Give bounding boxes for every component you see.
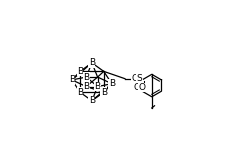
Text: B: B — [83, 73, 89, 82]
Text: B: B — [83, 82, 89, 91]
Text: B: B — [69, 75, 75, 84]
Text: B: B — [89, 96, 95, 105]
Text: O: O — [133, 83, 140, 92]
Text: B: B — [89, 58, 95, 67]
Text: B: B — [100, 88, 106, 97]
Text: O: O — [131, 74, 138, 83]
Text: B: B — [77, 88, 83, 97]
Text: S: S — [136, 74, 142, 83]
Text: B: B — [108, 79, 114, 88]
Text: B: B — [77, 67, 83, 76]
Text: O: O — [138, 83, 145, 92]
Text: B: B — [94, 82, 100, 91]
